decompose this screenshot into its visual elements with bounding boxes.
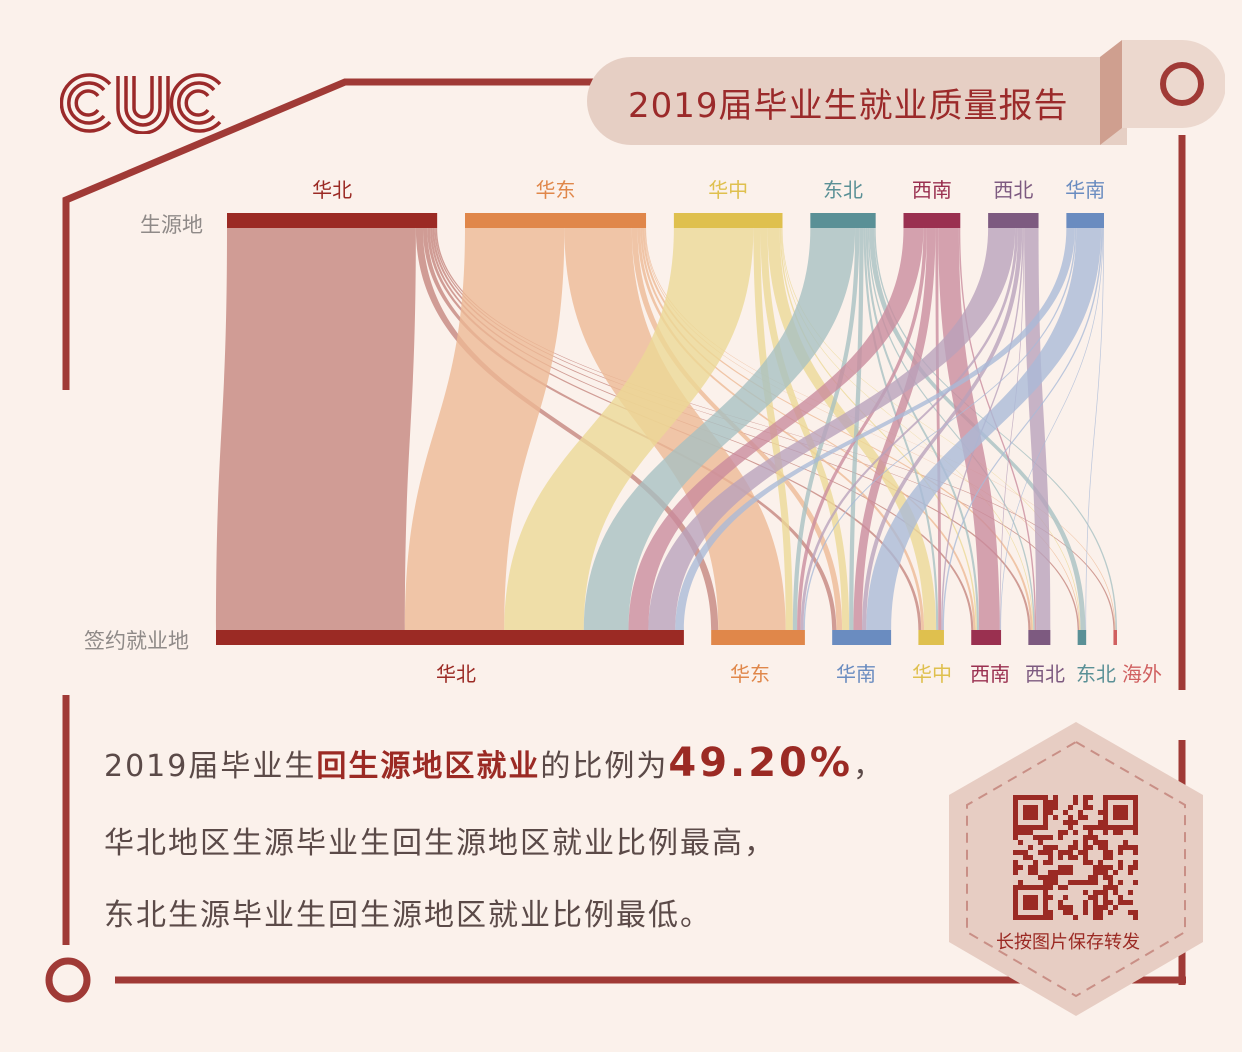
flow-华南-to-东北 (1085, 228, 1104, 630)
flow-华东-to-华北 (404, 228, 565, 630)
target-node (971, 630, 1002, 645)
source-node (673, 213, 783, 228)
source-label: 华北 (312, 178, 353, 202)
target-label: 海外 (1122, 662, 1162, 686)
source-label: 西南 (911, 178, 952, 202)
ring-ornament-icon (45, 957, 91, 1003)
flow-华中-to-西北 (781, 228, 1034, 630)
source-axis-label: 生源地 (140, 213, 203, 237)
flow-华东-to-海外 (645, 228, 1116, 630)
flow-西南-to-西北 (958, 228, 1037, 630)
flow-华中-to-华中 (767, 228, 937, 630)
flow-华北-to-华东 (415, 228, 719, 630)
target-label: 华中 (912, 662, 952, 686)
flow-西北-to-西南 (999, 228, 1025, 630)
target-node (711, 630, 805, 645)
target-label: 华南 (836, 662, 876, 686)
flow-华南-to-西南 (1000, 228, 1104, 630)
target-node (216, 630, 684, 645)
source-node (903, 213, 961, 228)
flow-华东-to-华东 (564, 228, 786, 630)
flow-西南-to-华北 (628, 228, 924, 630)
source-label: 华中 (708, 178, 749, 202)
target-node (1028, 630, 1051, 645)
target-label: 西南 (970, 662, 1010, 686)
source-label: 华南 (1065, 178, 1106, 202)
flow-华南-to-华北 (675, 228, 1075, 630)
summary-line-1: 2019届毕业生回生源地区就业的比例为49.20%， (104, 740, 885, 786)
summary-line-2: 华北地区生源毕业生回生源地区就业比例最高， (104, 826, 776, 861)
title-banner (587, 57, 1127, 145)
qr-caption: 长按图片保存转发 (996, 932, 1140, 953)
summary-text: 的比例为 (540, 749, 669, 784)
title-banner-cap (1100, 40, 1225, 145)
summary-highlight: 回生源地区就业 (316, 749, 541, 784)
source-label: 东北 (823, 178, 863, 202)
target-label: 西北 (1025, 662, 1065, 686)
flow-东北-to-西南 (865, 228, 980, 630)
flow-华北-to-东北 (434, 228, 1080, 630)
summary-line-3: 东北生源毕业生回生源地区就业比例最低。 (104, 898, 712, 933)
target-node (832, 630, 892, 645)
cuc-logo (60, 73, 222, 134)
flow-西南-to-华南 (853, 228, 936, 630)
flow-西南-to-华东 (797, 228, 927, 630)
qr-code[interactable] (1009, 791, 1142, 924)
summary-text: 2019届毕业生 (104, 749, 317, 784)
target-node (1113, 630, 1117, 645)
ring-ornament-icon (1160, 62, 1204, 106)
page-title: 2019届毕业生就业质量报告 (628, 86, 1069, 126)
flow-华中-to-东北 (781, 228, 1081, 630)
flow-东北-to-华中 (863, 228, 939, 630)
source-node (810, 213, 876, 228)
flow-华中-to-华北 (504, 228, 754, 630)
target-label: 东北 (1076, 662, 1116, 686)
source-node (1066, 213, 1104, 228)
summary-percentage: 49.20% (668, 740, 853, 786)
target-label: 华东 (730, 662, 770, 686)
flow-华南-to-华东 (803, 228, 1077, 630)
target-node (918, 630, 944, 645)
source-node (988, 213, 1039, 228)
flow-西南-to-华中 (935, 228, 942, 630)
qr-badge (949, 722, 1203, 1016)
target-axis-label: 签约就业地 (84, 629, 189, 653)
flow-华南-to-华中 (942, 228, 1103, 630)
flow-东北-to-华南 (849, 228, 864, 630)
source-label: 西北 (993, 178, 1034, 202)
flow-西北-to-华东 (800, 228, 1018, 630)
target-node (1077, 630, 1087, 645)
source-node (227, 213, 438, 228)
flow-东北-to-华北 (583, 228, 856, 630)
source-label: 华东 (535, 178, 576, 202)
flow-华南-to-华南 (866, 228, 1102, 630)
flow-华中-to-华南 (760, 228, 850, 630)
flow-东北-to-西北 (867, 228, 1035, 630)
flow-西北-to-华北 (648, 228, 1016, 630)
source-node (464, 213, 647, 228)
flow-西北-to-华南 (862, 228, 1023, 630)
flow-华北-to-华北 (216, 228, 416, 630)
target-label: 华北 (436, 662, 476, 686)
summary-text: ， (852, 749, 885, 784)
